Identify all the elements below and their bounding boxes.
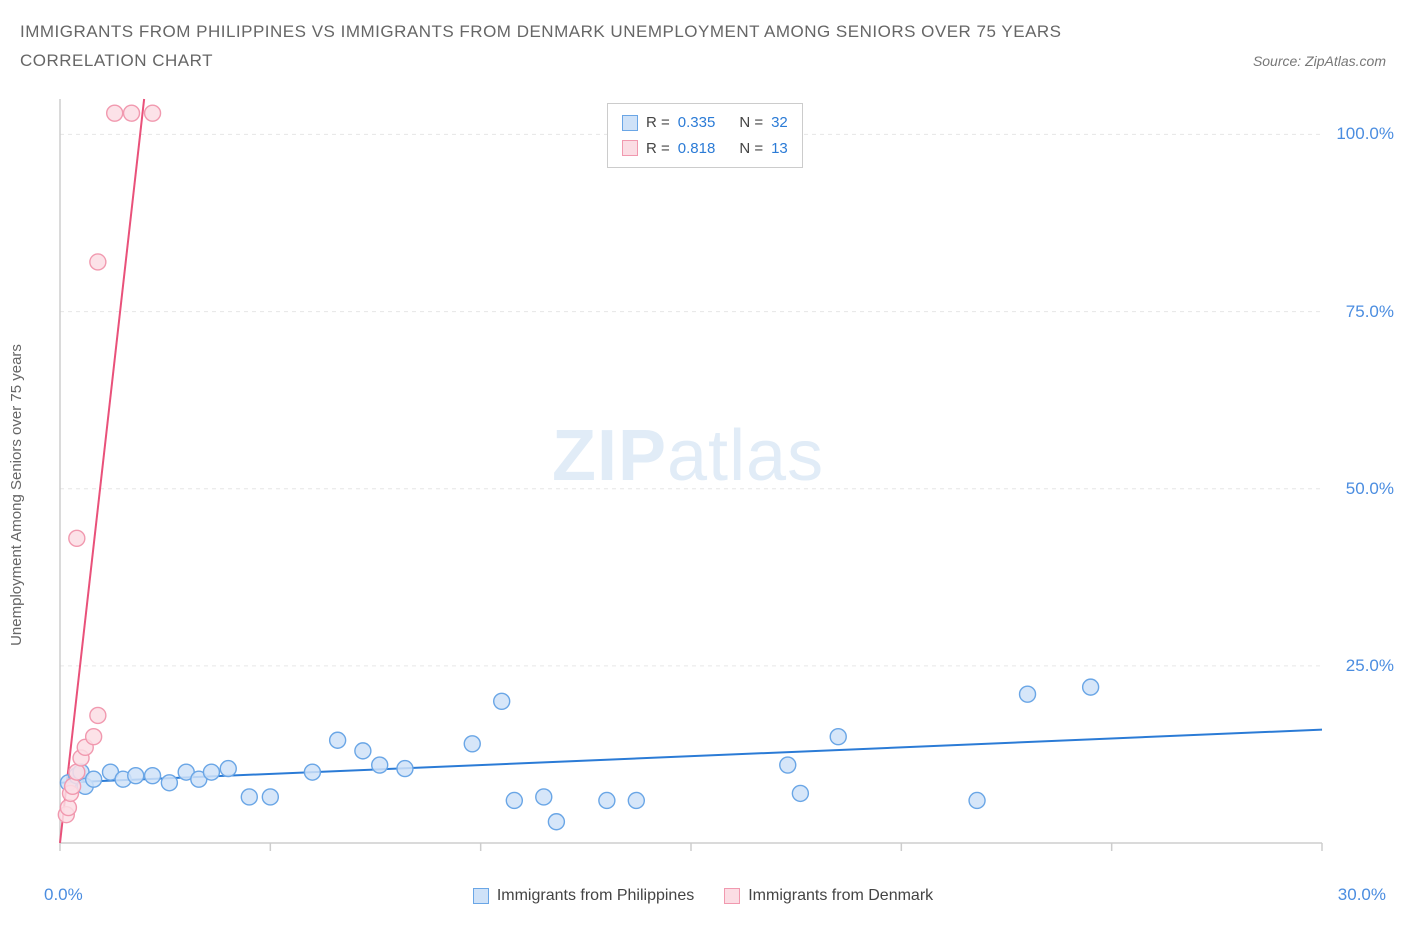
series-legend-item: Immigrants from Denmark bbox=[724, 887, 933, 905]
chart-container: Unemployment Among Seniors over 75 years… bbox=[0, 95, 1406, 905]
correlation-legend-row: R = 0.335 N = 32 bbox=[622, 110, 788, 136]
series-legend-item: Immigrants from Philippines bbox=[473, 887, 694, 905]
source-label: Source: ZipAtlas.com bbox=[1253, 53, 1386, 69]
stat-n-value: 32 bbox=[771, 110, 788, 136]
y-axis-tick-label: 75.0% bbox=[1346, 302, 1394, 322]
stat-n-value: 13 bbox=[771, 136, 788, 162]
stat-n-label: N = bbox=[739, 136, 763, 162]
legend-swatch bbox=[473, 888, 489, 904]
plot-area: ZIPatlas R =0.335N =32R =0.818N =13 bbox=[52, 95, 1382, 873]
correlation-legend-row: R = 0.818 N = 13 bbox=[622, 136, 788, 162]
y-axis-label: Unemployment Among Seniors over 75 years bbox=[8, 344, 25, 646]
series-legend-label: Immigrants from Philippines bbox=[497, 887, 694, 905]
stat-n-label: N = bbox=[739, 110, 763, 136]
series-legend-label: Immigrants from Denmark bbox=[748, 887, 933, 905]
y-axis-tick-label: 50.0% bbox=[1346, 479, 1394, 499]
y-axis-tick-label: 25.0% bbox=[1346, 656, 1394, 676]
legend-swatch bbox=[622, 115, 638, 131]
legend-swatch bbox=[724, 888, 740, 904]
legend-swatch bbox=[622, 140, 638, 156]
series-legend: Immigrants from Philippines Immigrants fr… bbox=[0, 887, 1406, 905]
stat-r-value: 0.335 bbox=[678, 110, 716, 136]
chart-title: IMMIGRANTS FROM PHILIPPINES VS IMMIGRANT… bbox=[20, 18, 1386, 45]
stat-r-value: 0.818 bbox=[678, 136, 716, 162]
stat-r-label: R = bbox=[646, 110, 670, 136]
scatter-plot-svg bbox=[52, 95, 1382, 873]
correlation-legend: R = 0.335 N = 32 R = 0.818 N = 13 bbox=[607, 103, 803, 168]
y-axis-tick-label: 100.0% bbox=[1336, 124, 1394, 144]
chart-subtitle: CORRELATION CHART bbox=[20, 51, 213, 71]
stat-r-label: R = bbox=[646, 136, 670, 162]
title-block: IMMIGRANTS FROM PHILIPPINES VS IMMIGRANT… bbox=[20, 18, 1386, 71]
